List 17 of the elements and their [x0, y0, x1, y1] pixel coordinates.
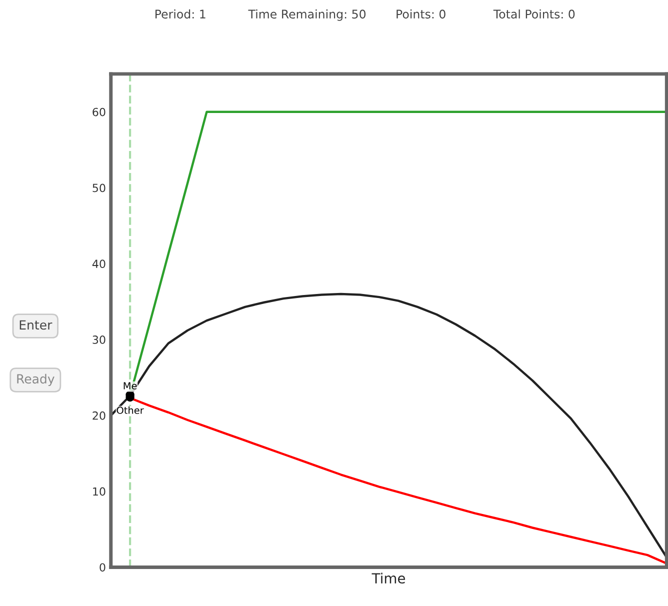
text: Time Remaining: 50	[248, 9, 366, 21]
text: Enter	[20, 320, 52, 330]
y-tick-label: 40	[92, 260, 106, 268]
text: Total Points: 0	[493, 9, 575, 19]
y-tick-label: 20	[92, 411, 106, 420]
line-series	[110, 292, 667, 558]
y-tick-label: 0	[100, 563, 106, 572]
text: Ready	[17, 374, 54, 386]
x-axis-title: Time	[372, 572, 406, 584]
y-tick-label: 60	[92, 108, 106, 116]
series-label: Me	[124, 382, 137, 390]
text: Points: 0	[396, 9, 446, 19]
text: Period: 1	[155, 9, 206, 19]
series-label: Other	[116, 406, 144, 414]
y-tick-label: 50	[92, 184, 106, 192]
y-tick-label: 30	[92, 336, 106, 344]
y-tick-label: 10	[93, 487, 106, 496]
